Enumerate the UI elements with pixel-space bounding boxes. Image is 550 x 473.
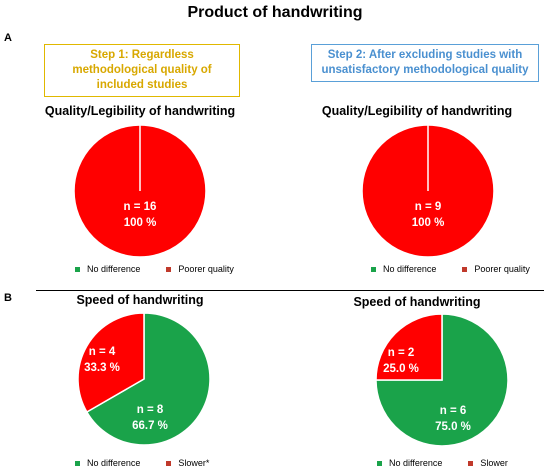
legend-label: Poorer quality [474,264,530,274]
pie-slice-slower [77,312,145,414]
slice-label: n = 6 [440,405,467,417]
section-divider [36,290,544,291]
chart3-legend: No difference Slower* [75,458,209,468]
slice-label: 100 % [412,217,445,229]
pie-slice-slower [375,313,443,381]
legend-label: No difference [87,264,141,274]
chart4-title: Speed of handwriting [353,295,481,309]
chart3-title: Speed of handwriting [76,293,204,307]
legend-swatch-brown [166,460,172,466]
figure-title: Product of handwriting [187,4,363,21]
slice-label: 33.3 % [84,362,120,374]
legend-item: Poorer quality [166,264,234,274]
legend-swatch-green [75,460,80,466]
legend-swatch-brown [468,460,474,466]
legend-item: No difference [371,264,436,274]
legend-swatch-green [75,266,80,272]
legend-item: No difference [75,264,140,274]
section-a-label: A [4,32,12,44]
chart4-pie: n = 6 75.0 % n = 2 25.0 % [375,313,509,447]
chart1-title: Quality/Legibility of handwriting [44,104,236,118]
legend-label: Poorer quality [178,264,234,274]
legend-label: No difference [383,264,437,274]
slice-label: n = 2 [388,347,415,359]
legend-item: Slower* [166,458,209,468]
legend-label: No difference [389,458,443,468]
legend-item: No difference [377,458,442,468]
step2-box: Step 2: After excluding studies with uns… [311,44,539,82]
slice-label: 100 % [124,217,157,229]
slice-label: 66.7 % [132,420,168,432]
chart3-pie: n = 8 66.7 % n = 4 33.3 % [77,312,211,446]
section-b-label: B [4,292,12,304]
legend-label: Slower* [178,458,210,468]
legend-label: Slower [480,458,508,468]
legend-swatch-brown [462,266,468,272]
pie-slice-no-difference [85,312,211,446]
legend-label: No difference [87,458,141,468]
legend-swatch-green [377,460,382,466]
legend-item: No difference [75,458,140,468]
legend-item: Slower [468,458,508,468]
slice-label: n = 16 [124,201,157,213]
chart2-title: Quality/Legibility of handwriting [321,104,513,118]
slice-label: 75.0 % [435,421,471,433]
slice-label: 25.0 % [383,363,419,375]
legend-swatch-green [371,266,376,272]
slice-label: n = 8 [137,404,164,416]
pie-slice-no-difference [375,313,509,447]
chart2-pie: n = 9 100 % [361,124,495,258]
legend-swatch-brown [166,266,172,272]
chart1-pie: n = 16 100 % [73,124,207,258]
step1-box: Step 1: Regardless methodological qualit… [44,44,240,97]
chart1-legend: No difference Poorer quality [75,264,234,274]
chart2-legend: No difference Poorer quality [371,264,530,274]
legend-item: Poorer quality [462,264,530,274]
slice-label: n = 4 [89,346,116,358]
slice-label: n = 9 [415,201,442,213]
chart4-legend: No difference Slower [377,458,508,468]
